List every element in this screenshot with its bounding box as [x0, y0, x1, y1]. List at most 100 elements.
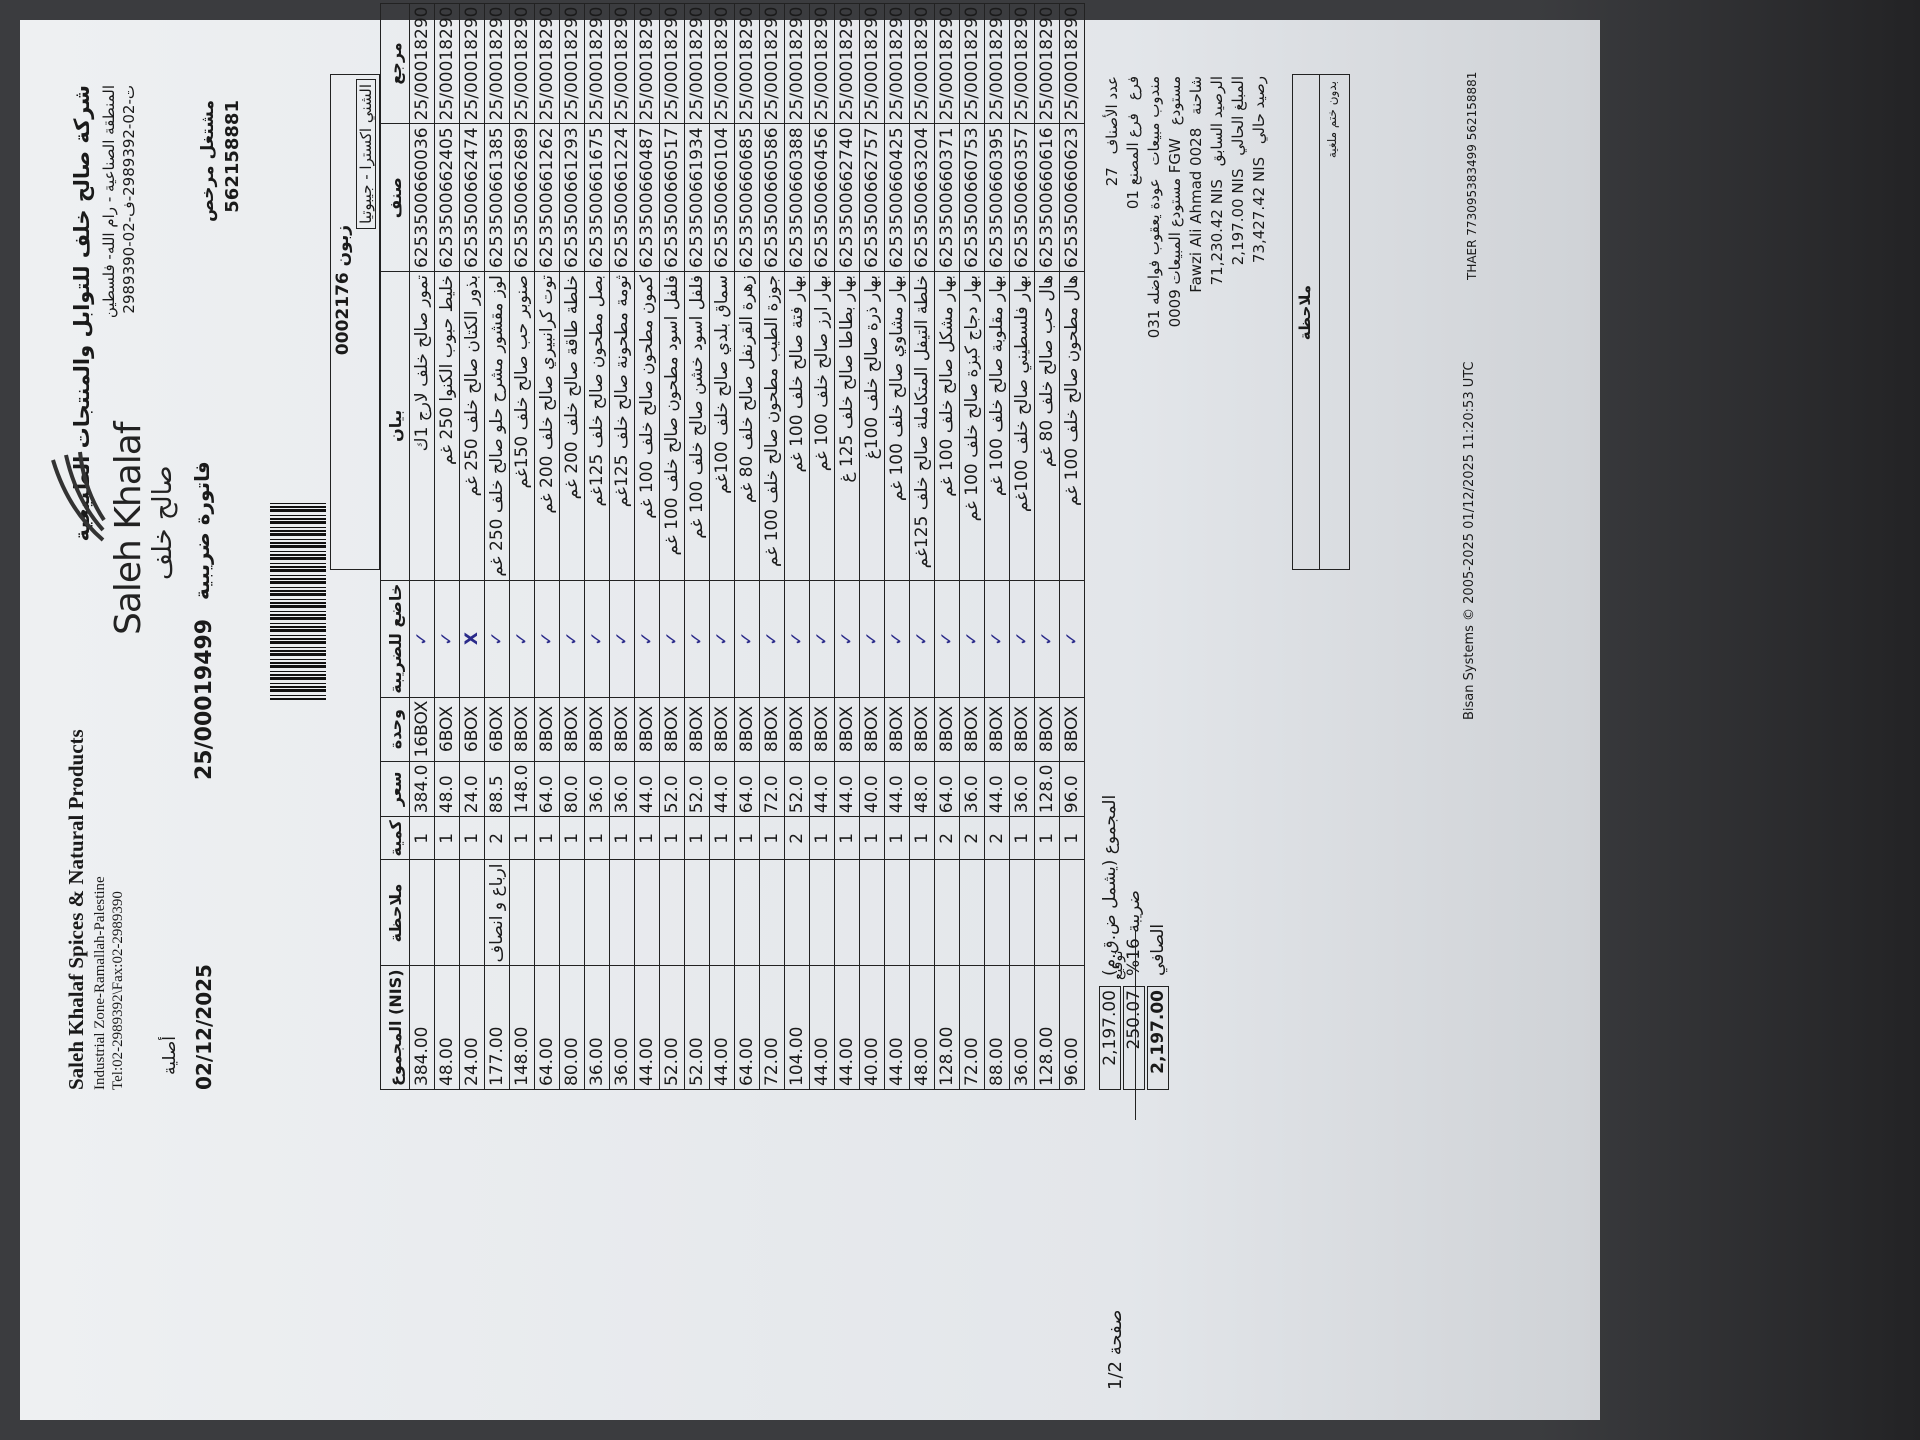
- customer-number: زبون 0002176: [333, 225, 353, 355]
- user-footer: THAER 773095383499 562158881: [1465, 71, 1479, 280]
- item-row: 25/00018290 6253500662405 خليط حبوب الكنوا…: [434, 3, 460, 1090]
- item-row: 25/00018290 6253500660623 هال مطحون صالح خ…: [1059, 3, 1085, 1090]
- cell: زهرة القرنفل صالح خلف 80 غم: [734, 271, 760, 581]
- cell: 1: [684, 816, 710, 860]
- item-row: 25/00018290 6253500660616 هال حب صالح خلف …: [1034, 3, 1060, 1090]
- cell: [784, 859, 810, 966]
- summary-line: فرع 01 فرع المصنع: [1123, 76, 1144, 338]
- column-header: مرجع: [380, 3, 410, 124]
- cell: هال حب صالح خلف 80 غم: [1034, 271, 1060, 581]
- cell: فلفل اسود خشن صالح خلف 100 غم: [684, 271, 710, 581]
- cell: 16BOX: [409, 697, 435, 762]
- summary-line: عدد الأصناف 27: [1102, 76, 1123, 338]
- cell: ✓: [559, 580, 585, 698]
- cell: 1: [1034, 816, 1060, 860]
- cell: 8BOX: [1034, 697, 1060, 762]
- cell: 8BOX: [834, 697, 860, 762]
- cell: 1: [534, 816, 560, 860]
- summary-label: المبلغ الحالي: [1229, 76, 1247, 156]
- cell: 25/00018290: [984, 3, 1010, 124]
- cell: [909, 859, 935, 966]
- cell: سماق بلدي صالح خلف 100غم: [709, 271, 735, 581]
- summary-label: الرصيد السابق: [1208, 76, 1226, 167]
- cell: 72.00: [759, 965, 785, 1090]
- cell: [984, 859, 1010, 966]
- cell: 2: [484, 816, 510, 860]
- cell: 6253500660517: [659, 123, 685, 272]
- cell: 2: [959, 816, 985, 860]
- totals: 2,197.00 المجموع (يشمل ض.ق.م) 250.07 ضريبة …: [1098, 795, 1170, 1090]
- cell: 44.00: [884, 965, 910, 1090]
- invoice-date: 02/12/2025: [192, 964, 216, 1090]
- cell: 8BOX: [884, 697, 910, 762]
- summary-label: رصيد حالي: [1250, 76, 1268, 145]
- cell: 25/00018290: [934, 3, 960, 124]
- cell: 6253500661934: [684, 123, 710, 272]
- cell: 2: [984, 816, 1010, 860]
- cell: 6253500660357: [1009, 123, 1035, 272]
- cell: 6BOX: [434, 697, 460, 762]
- item-row: 25/00018290 6253500660586 جوزة الطيب مطحون…: [759, 3, 785, 1090]
- cell: 1: [834, 816, 860, 860]
- item-row: 25/00018290 6253500660371 بهار مشكل صالح خ…: [934, 3, 960, 1090]
- cell: 6253500660388: [784, 123, 810, 272]
- cell: 25/00018290: [634, 3, 660, 124]
- cell: 25/00018290: [809, 3, 835, 124]
- cell: 44.00: [809, 965, 835, 1090]
- cell: بهار دجاج كبزة صالح خلف 100 غم: [959, 271, 985, 581]
- cell: ✓: [759, 580, 785, 698]
- cell: ✓: [784, 580, 810, 698]
- cell: [1009, 859, 1035, 966]
- summary-value: 0009 مستودع المبيعات FGW: [1166, 138, 1184, 328]
- licensed-number: 562158881: [222, 100, 243, 213]
- cell: ✓: [584, 580, 610, 698]
- cell: 6253500661262: [534, 123, 560, 272]
- cell: ثومة مطحونة صالح خلف 125غم: [609, 271, 635, 581]
- cell: 25/00018290: [709, 3, 735, 124]
- cell: 384.00: [409, 965, 435, 1090]
- cell: بهار مشاوي صالح خلف 100 غم: [884, 271, 910, 581]
- system-footer: Bisan Systems © 2005-2025 01/12/2025 11:…: [1462, 361, 1477, 721]
- cell: 44.0: [884, 761, 910, 817]
- cell: 25/00018290: [509, 3, 535, 124]
- total-value: 250.07: [1123, 986, 1145, 1090]
- cell: 128.00: [934, 965, 960, 1090]
- licensed-label: مشتغل مرخص: [198, 100, 218, 222]
- header-row: مرجع صنف بيان خاضع للضريبة وحدة سعر كمية ملاحظة…: [380, 3, 410, 1090]
- cell: 52.0: [784, 761, 810, 817]
- table-body: 25/00018290 6253500660036 تمور صالح خلف لا…: [409, 3, 1085, 1090]
- item-row: 25/00018290 6253500661224 ثومة مطحونة صالح…: [609, 3, 635, 1090]
- cell: 1: [659, 816, 685, 860]
- cell: 8BOX: [1059, 697, 1085, 762]
- cell: 40.0: [859, 761, 885, 817]
- cell: 25/00018290: [834, 3, 860, 124]
- cell: بهار مشكل صالح خلف 100 غم: [934, 271, 960, 581]
- cell: ✓: [684, 580, 710, 698]
- cell: 8BOX: [934, 697, 960, 762]
- cell: [584, 859, 610, 966]
- cell: بصل مطحون صالح خلف 125غم: [584, 271, 610, 581]
- cell: [859, 859, 885, 966]
- cell: 25/00018290: [784, 3, 810, 124]
- cell: 6253500662474: [459, 123, 485, 272]
- cell: تمور صالح خلف لارج 1ك: [409, 271, 435, 581]
- cell: 384.0: [409, 761, 435, 817]
- cell: 64.00: [734, 965, 760, 1090]
- cell: 25/00018290: [684, 3, 710, 124]
- cell: 25/00018290: [609, 3, 635, 124]
- summary-line: المبلغ الحالي 2,197.00 NIS: [1228, 76, 1249, 338]
- cell: 177.00: [484, 965, 510, 1090]
- cell: ✓: [659, 580, 685, 698]
- cell: 8BOX: [784, 697, 810, 762]
- cell: [684, 859, 710, 966]
- summary-label: مستودع: [1166, 76, 1184, 126]
- cell: 48.00: [909, 965, 935, 1090]
- company-en: Saleh Khalaf Spices & Natural Products: [64, 729, 88, 1090]
- cell: [834, 859, 860, 966]
- cell: 6253500660456: [809, 123, 835, 272]
- cell: [559, 859, 585, 966]
- page-number: صفحة 1/2: [1105, 1309, 1126, 1390]
- item-row: 25/00018290 6253500660357 بهار فلسطيني صال…: [1009, 3, 1035, 1090]
- cell: 8BOX: [509, 697, 535, 762]
